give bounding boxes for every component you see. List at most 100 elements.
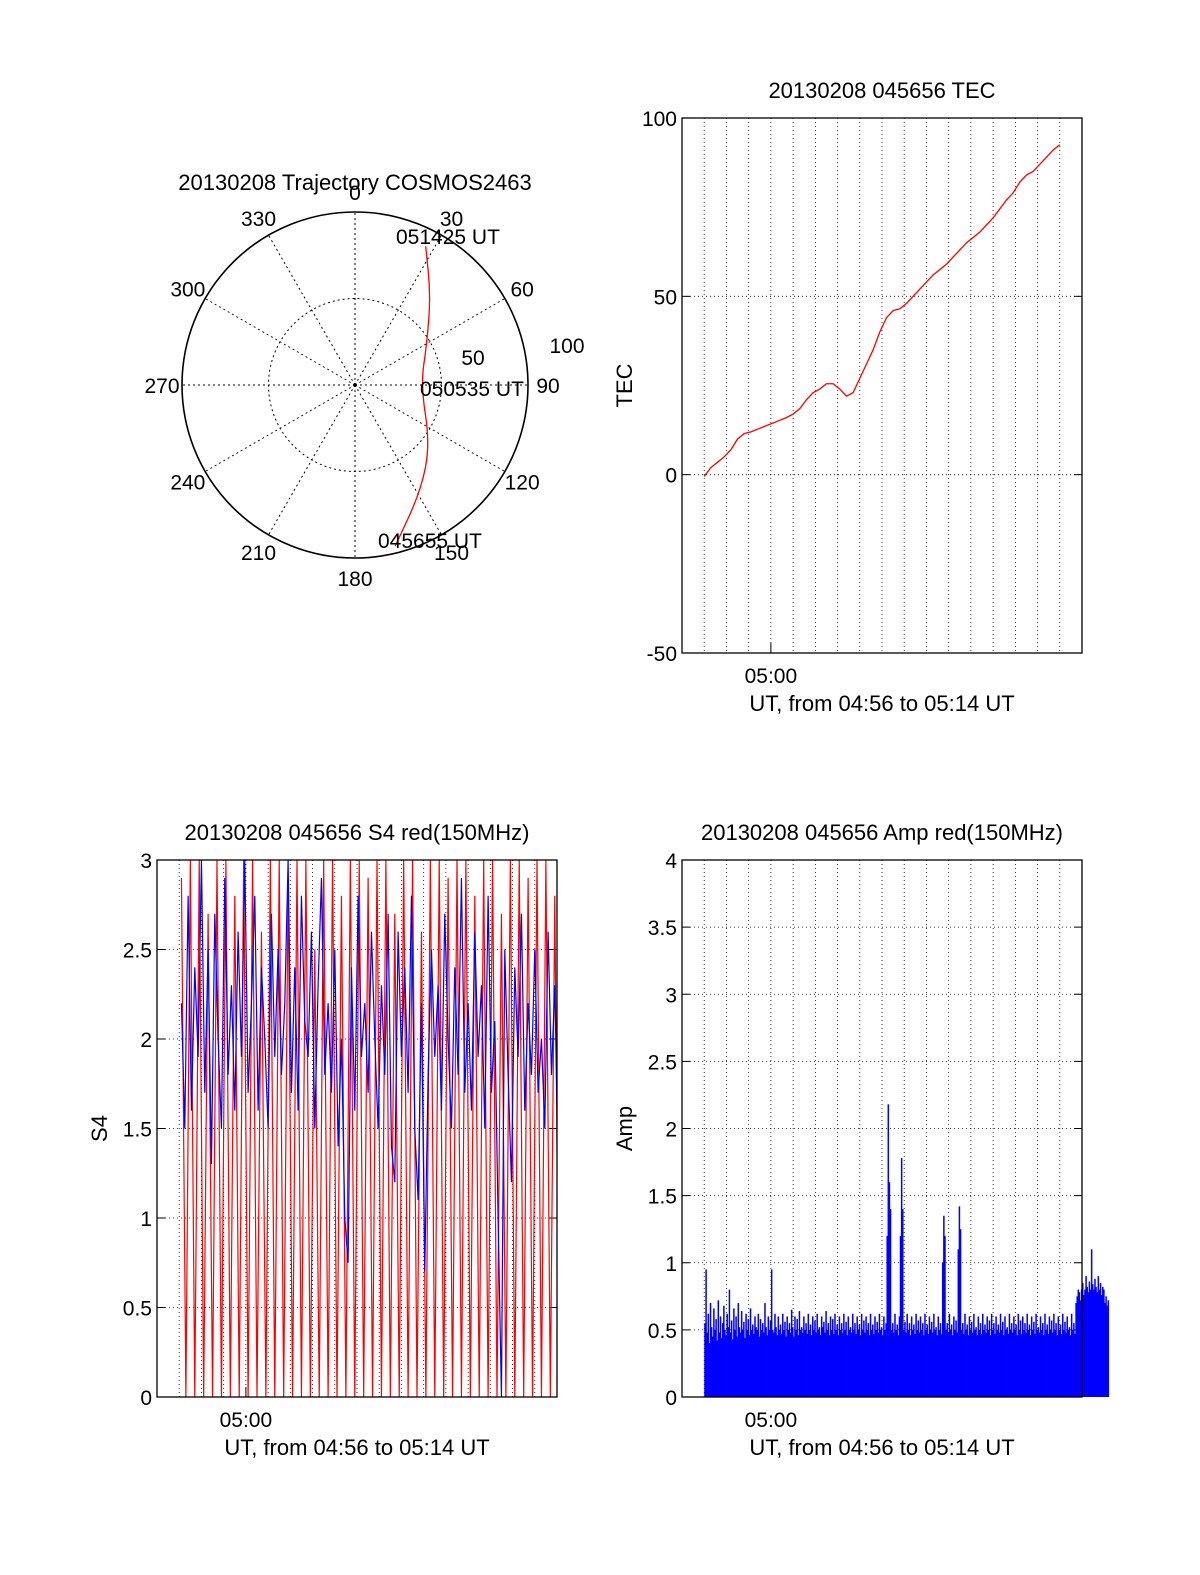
y-axis-label: Amp [612,1106,637,1151]
amp-bar [1085,1276,1087,1397]
amp-bar [1040,1329,1043,1397]
amp-bar [785,1336,787,1397]
amp-bar [874,1316,876,1397]
y-axis-label: TEC [612,363,637,407]
amp-bar [919,1316,922,1397]
amp-bar [778,1329,781,1397]
amp-bar [1014,1329,1016,1397]
amp-bar [843,1313,845,1397]
amp-bar [972,1332,974,1397]
amp-bar [922,1323,924,1397]
amp-bar [709,1303,712,1397]
amp-bar [1029,1335,1032,1397]
polar-spoke [204,384,356,472]
amp-bar [898,1316,901,1397]
azimuth-label: 30 [440,208,463,231]
amp-bar [929,1329,932,1397]
y-tick-label: 0.5 [648,1320,677,1343]
amp-bar [733,1308,735,1397]
amp-bar [1016,1335,1018,1397]
azimuth-label: 150 [434,542,469,565]
amp-bar [1004,1316,1006,1397]
y-tick-label: 50 [654,286,677,309]
amp-bar [807,1313,810,1397]
amp-bar [793,1336,795,1397]
azimuth-label: 330 [241,208,276,231]
amp-bar [754,1316,756,1397]
chart-title: 20130208 045656 S4 red(150MHz) [185,820,530,845]
amp-bar [862,1329,864,1397]
polar-spoke [354,234,442,386]
amp-bar [840,1323,843,1397]
amp-bar [810,1335,813,1397]
amp-bar [726,1313,728,1397]
amp-bar [1035,1313,1037,1397]
amp-bar [749,1308,752,1397]
amp-bar [964,1313,966,1397]
plot-frame [681,859,1083,1398]
amp-bar [732,1339,734,1397]
amp-bar [940,1333,943,1397]
amp-bar [935,1327,937,1397]
amp-bar [969,1329,972,1397]
amp-bar [780,1333,783,1397]
amp-bar [1000,1329,1003,1397]
amp-bar [802,1332,804,1397]
amp-bar [855,1333,857,1397]
amp-bar [846,1335,848,1397]
amp-bar [772,1329,774,1397]
amp-bar [758,1336,761,1397]
amp-bar [876,1321,878,1397]
amp-bar [736,1336,738,1397]
amp-bar [704,1323,706,1397]
amp-bar [883,1316,885,1397]
amp-bar [1036,1329,1038,1397]
amp-bar [993,1323,995,1397]
amp-bar [790,1309,793,1397]
y-tick-label: 3.5 [648,917,677,940]
amp-bar [1013,1316,1015,1397]
trajectory-mid-label: 050535 UT [420,378,524,401]
polar-outer-circle [181,211,529,559]
amp-bar [714,1329,716,1397]
amp-bar [973,1313,975,1397]
amp-bar [834,1313,836,1397]
amp-bar [1087,1292,1090,1397]
amp-bar [818,1327,821,1397]
amp-bar [809,1324,812,1397]
amp-bar [1022,1316,1024,1397]
amp-bar [712,1336,714,1397]
amp-bar [893,1332,895,1397]
amp-bar [1092,1284,1094,1397]
plot-frame [156,859,558,1398]
amp-bar [1003,1335,1005,1397]
polar-spoke [268,384,356,536]
amp-bar [799,1329,802,1397]
amp-bar [887,1104,890,1397]
amp-bar [1024,1323,1026,1397]
amp-bar [1070,1313,1073,1397]
amp-bar [1093,1289,1095,1397]
amp-bar [987,1329,990,1397]
amp-bar [1077,1289,1080,1397]
amp-bar [1043,1335,1045,1397]
amp-bar [724,1329,726,1397]
x-axis-label: UT, from 04:56 to 05:14 UT [224,1435,489,1460]
amp-bar [930,1321,933,1397]
amp-bar [1008,1313,1011,1397]
amp-bar [880,1327,883,1397]
amp-bar [938,1329,941,1397]
amp-bar [882,1335,884,1397]
amp-bar [1018,1329,1021,1397]
amp-bar [926,1324,928,1397]
amp-bar [744,1337,746,1397]
amp-bar [828,1335,831,1397]
amp-bar [967,1335,970,1397]
amp-bar [863,1320,865,1397]
amp-bar [813,1329,815,1397]
amp-bar [836,1324,838,1397]
amp-bar [829,1316,832,1397]
amp-bar [989,1335,992,1397]
amp-bar [784,1321,786,1397]
amp-bar [1074,1333,1076,1397]
